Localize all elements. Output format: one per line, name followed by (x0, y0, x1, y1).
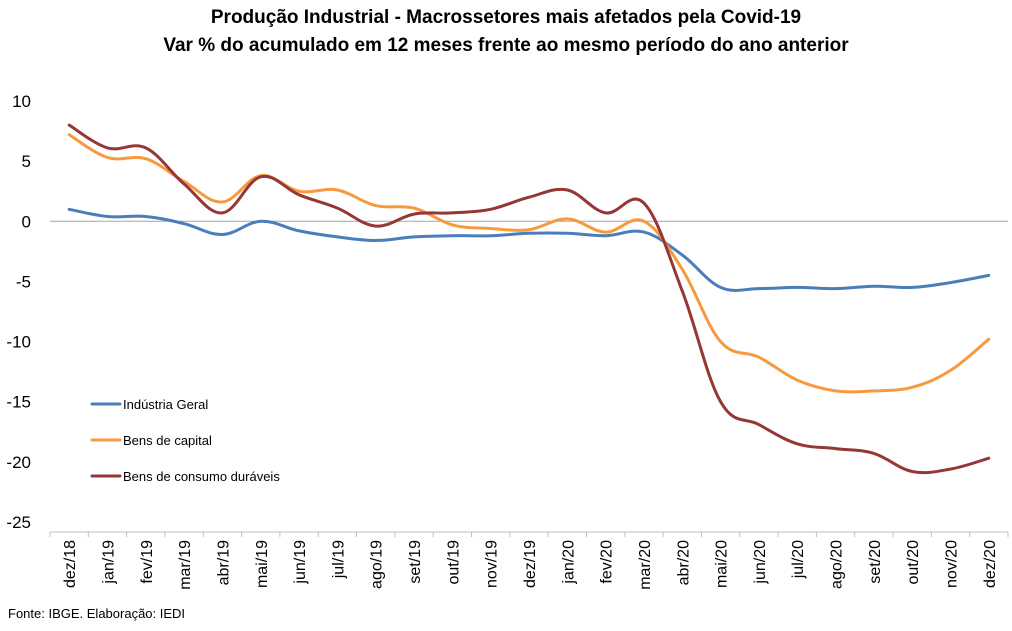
x-tick-label: jan/19 (100, 540, 117, 585)
y-tick-label: -15 (6, 393, 31, 412)
y-tick-label: 0 (22, 212, 31, 231)
x-tick-label: dez/19 (522, 540, 539, 588)
legend-label: Indústria Geral (123, 397, 208, 412)
x-tick-label: jul/19 (330, 540, 347, 579)
x-tick-label: ago/19 (369, 540, 386, 589)
chart-subtitle: Var % do acumulado em 12 meses frente ao… (163, 35, 849, 56)
y-tick-label: -25 (6, 513, 31, 532)
x-tick-label: jul/20 (790, 540, 807, 579)
x-tick-label: jun/19 (292, 540, 309, 585)
x-tick-label: fev/19 (139, 540, 156, 584)
series-line-bens-de-capital (67, 133, 991, 394)
source-footer: Fonte: IBGE. Elaboração: IEDI (8, 606, 186, 621)
x-tick-label: dez/20 (982, 540, 999, 588)
x-tick-label: out/19 (445, 540, 462, 585)
x-tick-label: mar/20 (637, 540, 654, 590)
x-tick-label: mai/20 (714, 540, 731, 588)
x-tick-label: abr/19 (215, 540, 232, 585)
legend-label: Bens de capital (123, 433, 212, 448)
x-tick-label: jan/20 (560, 540, 577, 585)
x-tick-label: abr/20 (675, 540, 692, 585)
y-tick-label: 10 (12, 92, 31, 111)
y-tick-label: -20 (6, 453, 31, 472)
x-tick-label: jun/20 (752, 540, 769, 585)
y-tick-label: -10 (6, 333, 31, 352)
x-tick-label: dez/18 (62, 540, 79, 588)
chart-title: Produção Industrial - Macrossetores mais… (210, 7, 802, 28)
x-tick-label: ago/20 (829, 540, 846, 589)
x-tick-label: out/20 (905, 540, 922, 585)
x-tick-label: mar/19 (177, 540, 194, 590)
axis-lines (49, 220, 1009, 537)
x-tick-label: nov/19 (484, 540, 501, 588)
x-tick-label: set/20 (867, 540, 884, 584)
x-tick-label: fev/20 (599, 540, 616, 584)
series-line-bens-de-consumo-duraveis (67, 123, 991, 475)
legend: Indústria Geral Bens de capital Bens de co… (90, 397, 280, 484)
x-tick-label: mai/19 (254, 540, 271, 588)
y-axis-ticks: 10 5 0 -5 -10 -15 -20 -25 (6, 92, 31, 532)
y-tick-label: 5 (22, 152, 31, 171)
y-tick-label: -5 (16, 272, 31, 291)
x-axis-ticks: dez/18 jan/19 fev/19 mar/19 abr/19 mai/19 jun/… (62, 540, 999, 590)
legend-label: Bens de consumo duráveis (123, 469, 280, 484)
series-lines (67, 123, 991, 475)
x-tick-label: set/19 (407, 540, 424, 584)
x-tick-label: nov/20 (944, 540, 961, 588)
series-line-industria-geral (67, 207, 991, 292)
